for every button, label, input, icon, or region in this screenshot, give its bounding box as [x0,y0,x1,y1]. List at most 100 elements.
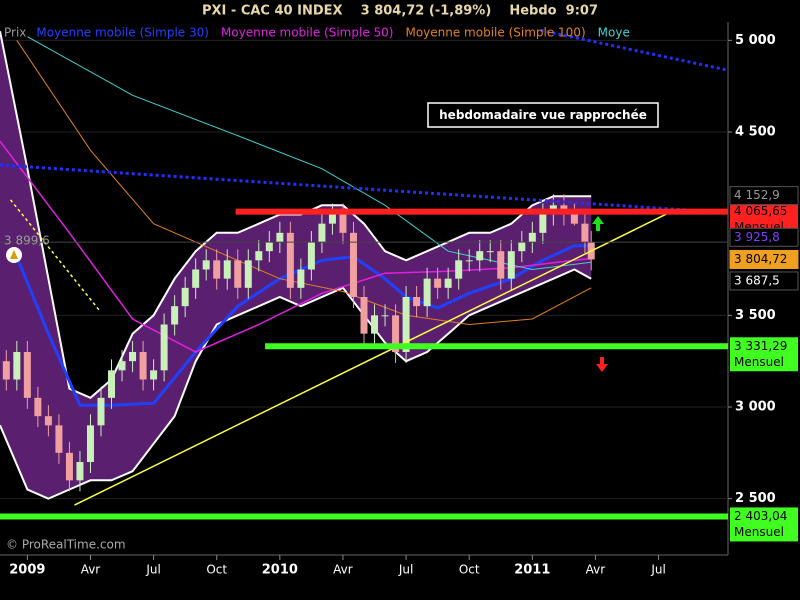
band-area [0,31,592,499]
candle-body [55,425,63,453]
price-marker-label: 4 152,9 [734,188,780,202]
legend-label: Moyenne mobile (Simple 100) [405,26,585,40]
candle-body [76,462,84,481]
candle-body [34,397,42,417]
candle-body [570,214,578,224]
candle-body [2,361,10,380]
candle-body [486,251,494,253]
price-marker-label: 3 687,5 [734,273,780,287]
candle-body [381,315,389,317]
plot-area [0,28,728,520]
candle-body [276,232,284,242]
candle-body [234,260,242,288]
candle-body [413,297,421,307]
footnote: © ProRealTime.com [6,538,126,552]
candle-body [444,278,452,288]
candle-body [518,242,526,252]
x-tick-label: Oct [206,563,227,577]
candle-body [434,278,442,288]
candle-body [255,251,263,261]
candle-body [539,214,547,233]
candle-body [23,352,31,398]
x-tick-label: Jul [145,563,160,577]
candle-body [297,269,305,288]
x-tick-label: Jul [398,563,413,577]
candle-body [286,232,294,288]
legend-label: Moye [598,26,630,40]
candle-body [192,269,200,288]
candle-body [139,352,147,380]
candle-body [118,361,126,371]
level-note: Mensuel [734,525,784,539]
trendline [540,28,728,72]
candle-body [371,315,379,334]
candle-body [244,260,252,288]
candle-body [528,232,536,242]
candle-body [476,251,484,261]
candle-body [402,297,410,352]
x-tick-label: Avr [81,563,101,577]
up-arrow-icon [592,216,604,231]
legend-label: Moyenne mobile (Simple 30) [36,26,209,40]
candle-body [13,352,21,380]
x-tick-label: 2011 [514,563,550,578]
level-box [730,507,798,542]
annotation: hebdomadaire vue rapprochée [439,108,647,122]
candle-body [223,260,231,279]
price-marker-label: 3 899,6 [4,234,50,248]
moving-average-line [15,244,592,407]
y-tick-label: 4 500 [735,125,776,140]
candle-body [150,370,158,380]
y-tick-label: 3 500 [735,308,776,323]
candle-body [497,251,505,279]
trendline [0,163,728,215]
candle-body [318,223,326,242]
x-tick-label: 2010 [262,563,298,578]
moving-average-line [0,140,592,353]
moving-average-line [16,40,592,326]
candle-body [307,242,315,270]
level-note: Mensuel [734,355,784,369]
legend-label: Prix [4,26,26,40]
candle-body [97,397,105,426]
candle-body [108,370,116,398]
candle-body [160,324,168,371]
price-marker-box [729,186,799,206]
x-tick-label: Avr [586,563,606,577]
candle-body [581,223,589,242]
level-label: 4 065,65 [734,204,787,218]
x-tick-label: Oct [459,563,480,577]
level-label: 3 331,29 [734,339,787,353]
alert-icon-bell [10,250,18,259]
chart-title: PXI - CAC 40 INDEX 3 804,72 (-1,89%) Heb… [202,4,598,19]
candle-body [213,260,221,279]
candle-body [507,251,515,279]
x-tick-label: Avr [333,563,353,577]
candle-body [86,425,94,462]
candle-body [465,260,473,262]
price-marker-box [729,249,799,269]
candle-body [65,452,73,481]
candle-body [171,306,179,325]
candle-body [455,260,463,279]
alert-icon [6,247,22,263]
down-arrow-icon [596,357,608,372]
x-tick-label: 2009 [9,563,45,578]
candle-body [181,287,189,307]
legend-label: Moyenne mobile (Simple 50) [221,26,394,40]
y-tick-label: 3 000 [735,400,776,415]
price-marker-box [729,227,799,247]
price-marker-label: 3 804,72 [734,252,787,266]
candle-body [328,214,336,224]
candle-body [202,260,210,270]
y-tick-label: 5 000 [735,33,776,48]
trendline [74,212,670,506]
level-box [730,337,798,372]
candle-body [265,242,273,252]
candle-body [423,278,431,307]
candle-body [360,297,368,334]
candle-body [349,232,357,297]
candle-body [339,214,347,233]
